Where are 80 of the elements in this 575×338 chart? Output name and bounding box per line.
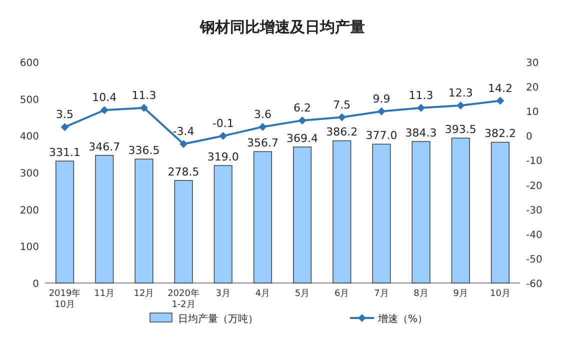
bar xyxy=(95,154,114,284)
x-tick-label: 3月 xyxy=(216,289,230,299)
bar xyxy=(56,160,74,284)
point xyxy=(219,132,228,140)
y2-tick-label: -40 xyxy=(526,230,542,241)
y-tick-label: 600 xyxy=(20,58,39,69)
point xyxy=(60,123,69,132)
data-label: 331.1 xyxy=(49,146,81,160)
bar xyxy=(490,142,510,284)
y2-tick-label: 10 xyxy=(526,107,539,118)
y-tick-label: 500 xyxy=(20,94,39,106)
data-label: 6.2 xyxy=(294,101,312,114)
x-tick-label: 12月 xyxy=(134,289,154,299)
bar xyxy=(253,151,272,284)
y2-tick-label: -50 xyxy=(526,254,542,266)
data-label: 356.7 xyxy=(246,136,278,150)
point xyxy=(180,140,188,148)
x-tick-label: 2019年 10月 xyxy=(48,288,81,310)
data-label: 9.9 xyxy=(372,92,390,106)
data-label: 12.3 xyxy=(448,86,473,100)
x-tick-label: 6月 xyxy=(334,289,350,299)
data-label: 11.3 xyxy=(408,88,434,102)
x-tick-label: 9月 xyxy=(453,289,468,299)
y-tick-label: 400 xyxy=(20,132,39,143)
x-tick-label: 5月 xyxy=(294,289,310,299)
y2-tick-label: -20 xyxy=(526,180,542,192)
x-tick-label: 11月 xyxy=(94,289,115,299)
data-label: 369.4 xyxy=(286,132,318,145)
bar xyxy=(174,180,193,284)
y2-tick-label: -60 xyxy=(526,279,542,290)
data-label: 386.2 xyxy=(326,126,358,139)
data-label: 319.0 xyxy=(207,150,239,164)
point xyxy=(258,122,267,131)
bar xyxy=(332,140,352,284)
data-label: -0.1 xyxy=(212,116,234,130)
data-label: 336.5 xyxy=(128,144,160,158)
bar xyxy=(214,165,232,284)
data-label: 3.5 xyxy=(56,108,74,122)
y-tick-label: 0 xyxy=(32,279,39,290)
bar xyxy=(372,144,391,284)
legend-label: 增速（%） xyxy=(377,313,428,325)
data-label: -3.4 xyxy=(172,125,194,138)
point xyxy=(338,113,346,122)
x-tick-label: 2020年 1-2月 xyxy=(168,288,200,310)
data-label: 382.2 xyxy=(484,127,516,140)
point xyxy=(496,96,504,105)
data-label: 11.3 xyxy=(132,88,156,102)
point xyxy=(456,101,465,110)
x-tick-label: 8月 xyxy=(414,289,428,299)
bar xyxy=(412,141,430,284)
x-tick-label: 7月 xyxy=(374,289,389,299)
data-label: 10.4 xyxy=(92,91,117,104)
data-label: 346.7 xyxy=(88,140,120,154)
bar xyxy=(134,158,154,284)
y-tick-label: 200 xyxy=(20,205,39,216)
data-label: 3.6 xyxy=(254,108,272,121)
point xyxy=(377,107,386,116)
bar xyxy=(451,138,470,284)
data-label: 278.5 xyxy=(168,165,200,178)
point xyxy=(417,104,426,112)
point xyxy=(100,106,108,114)
legend-label: 日均产量（万吨） xyxy=(178,313,258,325)
y-tick-label: 100 xyxy=(20,242,39,254)
y2-tick-label: -30 xyxy=(526,205,542,216)
y2-tick-label: 30 xyxy=(526,58,539,69)
chart-title: 钢材同比增速及日均产量 xyxy=(199,18,365,36)
y-tick-label: 300 xyxy=(20,168,39,180)
x-tick-label: 4月 xyxy=(255,289,270,299)
point xyxy=(140,104,148,112)
point xyxy=(298,116,306,124)
data-label: 377.0 xyxy=(366,129,398,142)
data-label: 384.3 xyxy=(405,126,437,140)
data-label: 393.5 xyxy=(444,123,476,136)
y2-tick-label: 20 xyxy=(526,82,539,94)
data-label: 14.2 xyxy=(488,82,512,95)
bar xyxy=(293,146,312,284)
data-label: 7.5 xyxy=(333,98,351,112)
y2-tick-label: 0 xyxy=(526,132,532,143)
y2-tick-label: -10 xyxy=(526,156,542,168)
x-tick-label: 10月 xyxy=(490,289,510,299)
